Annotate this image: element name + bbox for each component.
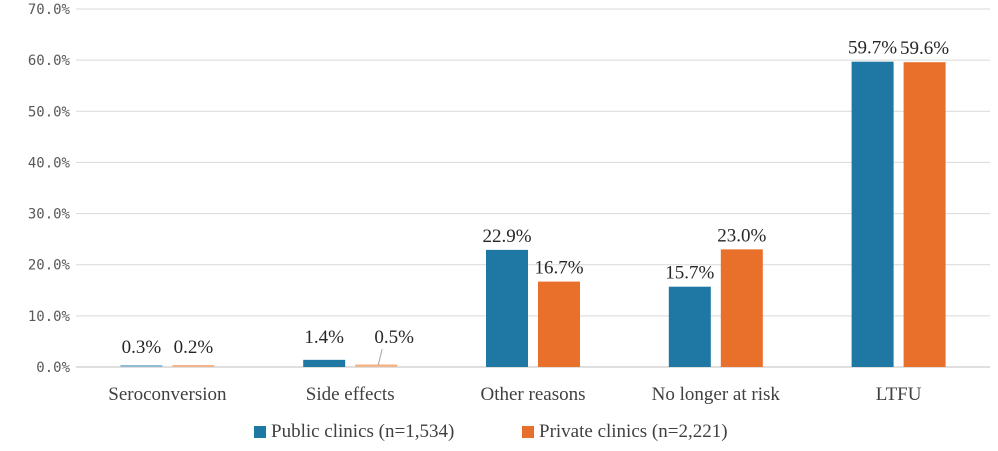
data-label: 15.7% (665, 263, 714, 284)
data-label: 59.6% (900, 38, 949, 59)
y-tick-label: 0.0% (36, 360, 70, 376)
y-tick-label: 60.0% (28, 53, 71, 69)
category-label: Side effects (306, 384, 395, 405)
y-tick-label: 70.0% (28, 2, 71, 18)
legend-label: Public clinics (n=1,534) (271, 421, 454, 442)
bar (486, 249, 528, 367)
bar (120, 365, 163, 367)
legend: Public clinics (n=1,534) Private clinics … (254, 421, 728, 442)
category-label: No longer at risk (652, 384, 781, 405)
bar (355, 364, 398, 367)
y-tick-label: 50.0% (28, 104, 71, 120)
legend-label: Private clinics (n=2,221) (539, 421, 728, 442)
legend-swatch (254, 426, 266, 438)
data-label: 59.7% (848, 38, 897, 59)
bar (851, 61, 894, 367)
bar (668, 286, 711, 367)
category-label: Other reasons (481, 384, 586, 405)
bar (903, 62, 946, 368)
gridlines (76, 8, 990, 368)
category-label: LTFU (876, 384, 922, 405)
x-axis-categories: Seroconversion Side effects Other reasons N… (108, 384, 921, 405)
leader-line (377, 348, 383, 366)
bar (538, 281, 580, 367)
data-label: 23.0% (717, 225, 766, 246)
data-label: 16.7% (534, 258, 583, 279)
bar (172, 365, 215, 367)
data-label: 1.4% (304, 327, 344, 348)
y-tick-label: 20.0% (28, 258, 71, 274)
legend-swatch (522, 426, 534, 438)
bar (303, 359, 346, 367)
data-labels: 0.3% 0.2% 1.4% 0.5% 22.9%16.7% 15.7%23.0% 59.7… (122, 38, 949, 366)
data-label: 0.2% (174, 337, 214, 358)
y-tick-label: 30.0% (28, 207, 71, 223)
data-label: 0.5% (374, 327, 414, 348)
category-label: Seroconversion (108, 384, 227, 405)
data-label: 0.3% (122, 337, 162, 358)
bar (720, 249, 763, 367)
y-axis-ticks: 0.0% 10.0% 20.0% 30.0% 40.0% 50.0% 60.0% 70.0% (28, 2, 71, 376)
y-tick-label: 40.0% (28, 155, 71, 171)
bars (120, 61, 946, 368)
y-tick-label: 10.0% (28, 309, 71, 325)
data-label: 22.9% (482, 226, 531, 247)
